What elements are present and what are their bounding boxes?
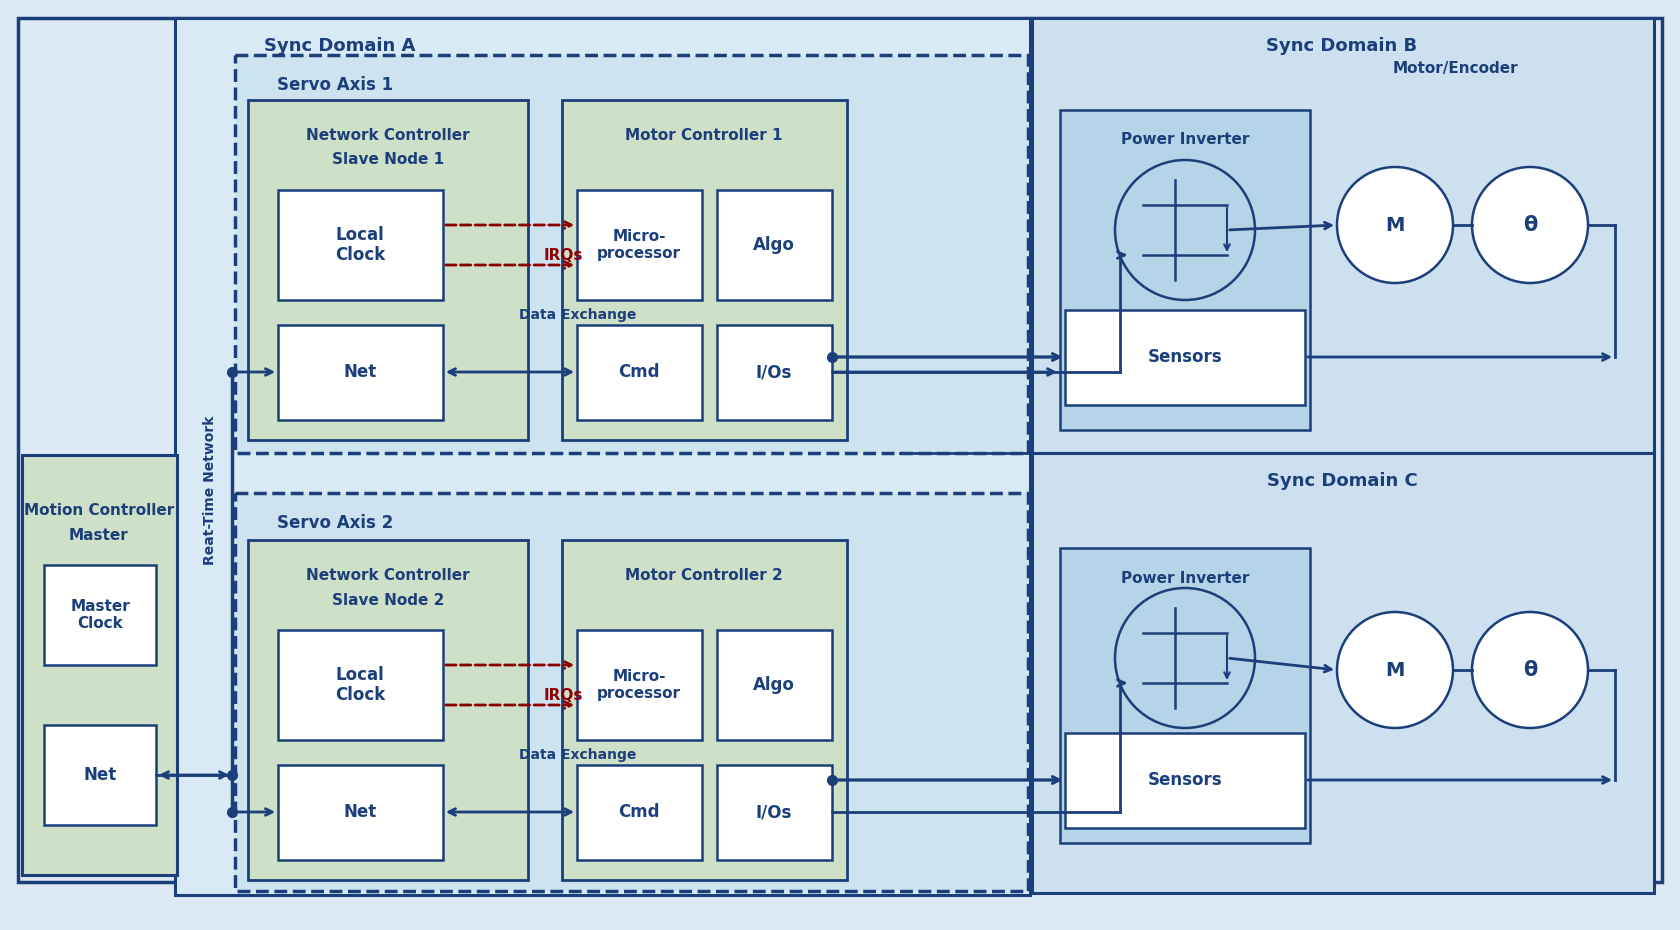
Text: Algo: Algo (753, 676, 795, 694)
Bar (563, 540, 847, 880)
Text: Sync Domain A: Sync Domain A (264, 37, 415, 55)
Bar (44, 565, 156, 665)
Circle shape (1337, 167, 1453, 283)
Text: Micro-
processor: Micro- processor (596, 669, 680, 701)
Text: Network Controller: Network Controller (306, 567, 470, 582)
Text: M: M (1386, 660, 1404, 680)
Text: θ: θ (1522, 215, 1537, 235)
Text: Motor Controller 2: Motor Controller 2 (625, 567, 783, 582)
Circle shape (1116, 160, 1255, 300)
Text: Slave Node 2: Slave Node 2 (333, 592, 444, 607)
Bar (576, 630, 702, 740)
Text: M: M (1386, 216, 1404, 234)
Text: Data Exchange: Data Exchange (519, 748, 637, 762)
Bar (1032, 18, 1655, 453)
Text: Net: Net (84, 766, 116, 784)
Bar (1065, 733, 1305, 828)
Bar (277, 765, 444, 860)
Text: Sync Domain C: Sync Domain C (1267, 472, 1418, 490)
Text: Slave Node 1: Slave Node 1 (333, 153, 444, 167)
Circle shape (1116, 588, 1255, 728)
Text: Motion Controller: Motion Controller (24, 502, 175, 517)
Text: Local
Clock: Local Clock (334, 226, 385, 264)
Text: Master: Master (69, 527, 129, 542)
Text: Sensors: Sensors (1147, 771, 1223, 789)
Bar (576, 190, 702, 300)
Text: Motor Controller 1: Motor Controller 1 (625, 127, 783, 142)
Bar (235, 55, 1028, 453)
Text: Servo Axis 1: Servo Axis 1 (277, 76, 393, 94)
Text: Algo: Algo (753, 236, 795, 254)
Text: Sync Domain B: Sync Domain B (1267, 37, 1418, 55)
Bar (277, 325, 444, 420)
Text: Data Exchange: Data Exchange (519, 308, 637, 322)
Text: Motor/Encoder: Motor/Encoder (1393, 60, 1517, 75)
Bar (44, 725, 156, 825)
Text: Servo Axis 2: Servo Axis 2 (277, 514, 393, 532)
Bar (1065, 310, 1305, 405)
Circle shape (1472, 612, 1588, 728)
Text: Net: Net (343, 803, 376, 821)
Circle shape (1337, 612, 1453, 728)
Text: I/Os: I/Os (756, 803, 793, 821)
Text: Cmd: Cmd (618, 363, 660, 381)
Bar (717, 190, 832, 300)
Text: Network Controller: Network Controller (306, 127, 470, 142)
Text: Net: Net (343, 363, 376, 381)
Text: θ: θ (1522, 660, 1537, 680)
Bar (717, 630, 832, 740)
Text: Cmd: Cmd (618, 803, 660, 821)
Bar (576, 765, 702, 860)
Bar (175, 18, 1030, 895)
Text: Micro-
processor: Micro- processor (596, 229, 680, 261)
Text: Master
Clock: Master Clock (71, 599, 129, 631)
Bar (717, 765, 832, 860)
Bar (277, 630, 444, 740)
Text: Power Inverter: Power Inverter (1121, 132, 1250, 148)
Bar (1060, 110, 1310, 430)
Bar (717, 325, 832, 420)
Bar (277, 190, 444, 300)
Bar (1060, 548, 1310, 843)
Text: Reat-Time Network: Reat-Time Network (203, 416, 217, 565)
Text: Local
Clock: Local Clock (334, 666, 385, 704)
Bar (576, 325, 702, 420)
Text: I/Os: I/Os (756, 363, 793, 381)
Bar (1032, 453, 1655, 893)
Text: IRQs: IRQs (543, 247, 583, 262)
Text: IRQs: IRQs (543, 687, 583, 702)
Circle shape (1472, 167, 1588, 283)
Bar (235, 493, 1028, 891)
Text: Power Inverter: Power Inverter (1121, 570, 1250, 586)
Bar (249, 540, 528, 880)
Text: Sensors: Sensors (1147, 348, 1223, 366)
Bar (563, 100, 847, 440)
Bar (22, 455, 176, 875)
Bar (249, 100, 528, 440)
